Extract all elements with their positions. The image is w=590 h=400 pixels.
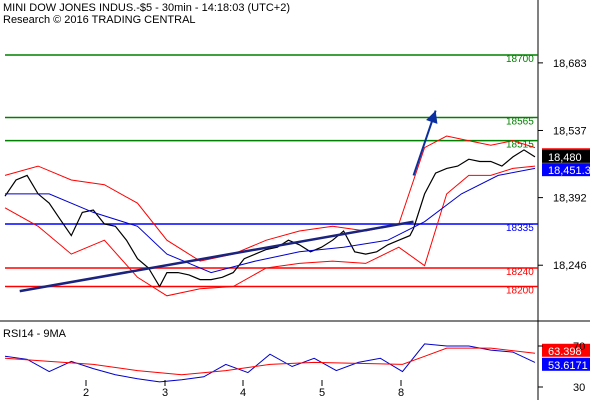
levels-layer: 18700 18565 18515 18335 18240 18200 [5, 54, 538, 297]
level-label-18565: 18565 [506, 117, 534, 128]
rsi-tag-1: 53.6171 [548, 360, 588, 372]
series-bollinger-lower [4, 165, 536, 297]
x-tick-label-2: 2 [83, 387, 89, 399]
trendline [19, 220, 414, 293]
chart-title: MINI DOW JONES INDUS.-$5 - 30min - 14:18… [3, 2, 290, 14]
level-label-18240: 18240 [506, 267, 534, 278]
y-tick-label-18683: 18,683 [553, 58, 587, 70]
rsi-series-rsi-ma [4, 347, 536, 376]
price-tag-1: 18,480 [548, 152, 582, 164]
rsi-tag-box-1 [542, 357, 590, 371]
forecast-arrow-head [426, 110, 438, 124]
series-bollinger-upper [4, 135, 536, 262]
indicator-label: RSI14 - 9MA [3, 328, 66, 340]
y-tick-label-18392: 18,392 [553, 193, 587, 205]
rsi-tag-0: 63.398 [548, 346, 582, 358]
y-tick-label-18537: 18,537 [553, 125, 587, 137]
level-label-18515: 18515 [506, 140, 534, 151]
level-label-18200: 18200 [506, 286, 534, 297]
price-tag-2: 18,451.3 [548, 165, 590, 177]
rsi-tag-box-0 [542, 343, 590, 357]
rsi-tick-label-30: 30 [573, 382, 585, 394]
y-tick-label-18246: 18,246 [553, 260, 587, 272]
price-tag-box-2 [542, 163, 590, 177]
rsi-series-rsi [4, 343, 536, 383]
series-layer [4, 110, 536, 383]
rsi-tick-label-70: 70 [573, 341, 585, 353]
x-tick-label-5: 5 [319, 387, 325, 399]
chart-copyright: Research © 2016 TRADING CENTRAL [3, 14, 196, 26]
level-label-18700: 18700 [506, 54, 534, 65]
x-tick-label-8: 8 [398, 387, 404, 399]
x-tick-label-3: 3 [162, 387, 168, 399]
series-moving-average [5, 167, 536, 274]
series-price [4, 149, 536, 288]
level-label-18335: 18335 [506, 223, 534, 234]
price-tag-box-1 [542, 149, 590, 163]
x-tick-label-4: 4 [240, 387, 246, 399]
axis-layer: 18,683 18,537 18,392 18,246 2 3 4 5 8 70 30 [83, 58, 587, 399]
